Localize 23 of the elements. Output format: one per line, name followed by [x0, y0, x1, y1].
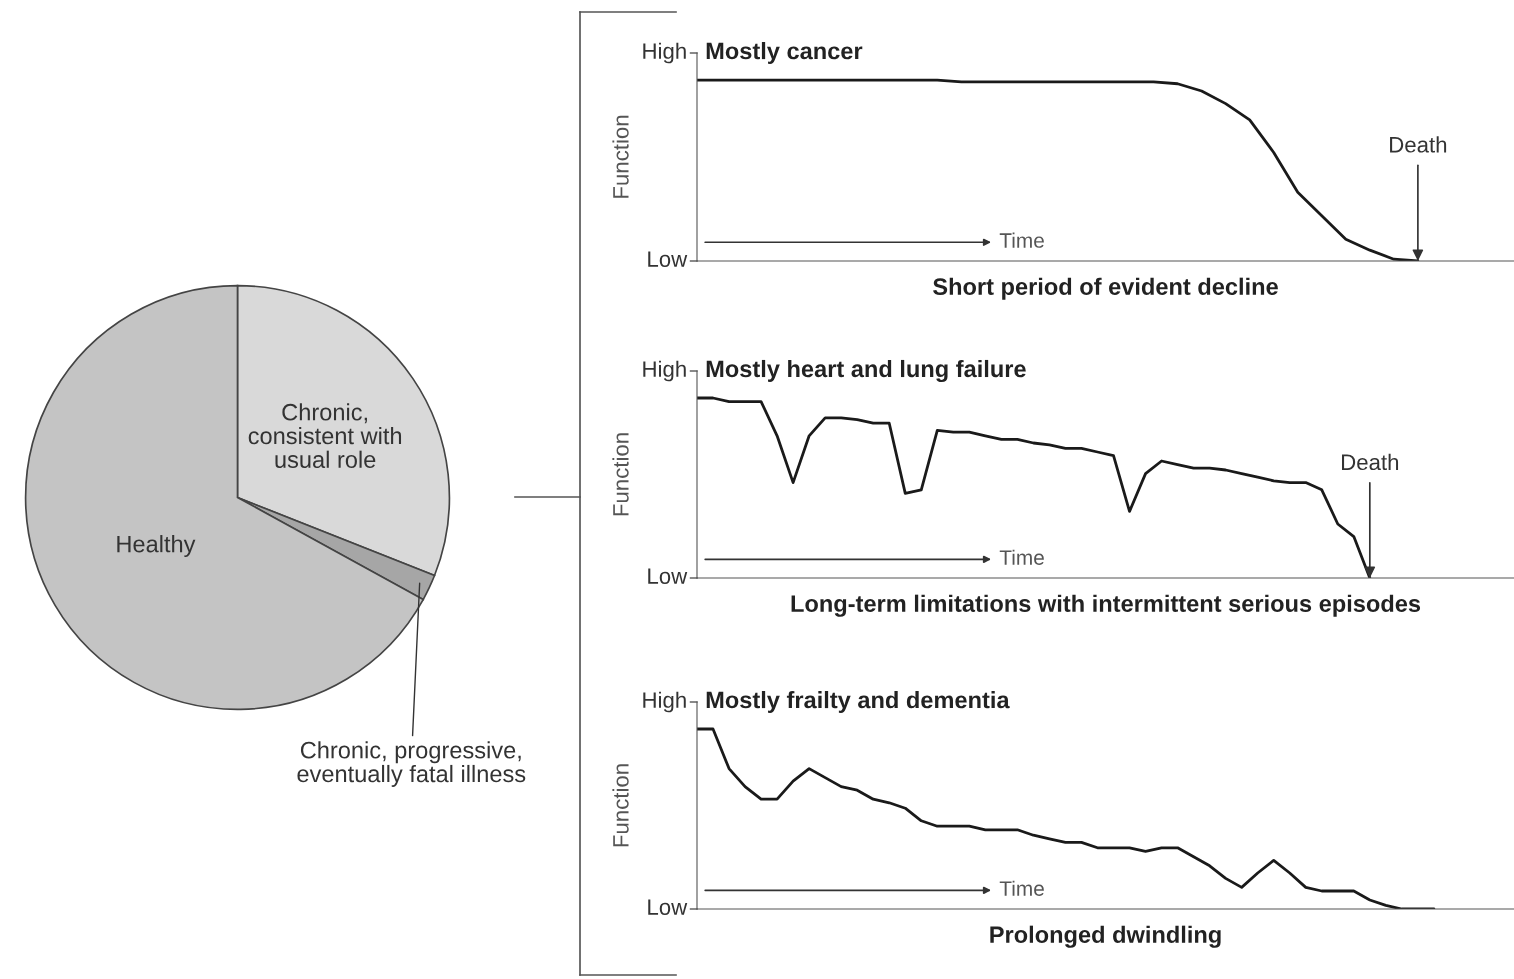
chart-title: Mostly cancer	[706, 42, 863, 64]
y-axis-title: Function	[612, 115, 629, 198]
slice-label: Healthy	[117, 535, 196, 558]
y-axis-title: Function	[612, 433, 629, 516]
x-axis-title: Prolonged dwindling	[990, 925, 1221, 948]
slice-label: Chronic, progressive, eventually fatal illness	[297, 741, 526, 787]
annotation: Death	[1342, 453, 1399, 471]
chart-title: Mostly heart and lung failure	[706, 359, 1026, 383]
text: High	[643, 360, 686, 382]
text: High	[643, 691, 686, 713]
text: Low	[648, 899, 688, 915]
chart-title: Mostly frailty and dementia	[706, 690, 1010, 714]
y-axis-title: Function	[612, 764, 629, 847]
annotation: Time	[999, 232, 1044, 248]
x-axis-title: Short period of evident decline	[933, 277, 1278, 300]
text: Low	[648, 568, 688, 584]
slice-label: Chronic, consistent with usual role	[248, 403, 402, 469]
text: High	[643, 42, 686, 64]
annotation: Time	[999, 549, 1044, 565]
text: Low	[648, 251, 688, 267]
x-axis-title: Long-term limitations with intermittent serious episodes	[791, 594, 1421, 617]
annotation: Time	[999, 880, 1044, 896]
annotation: Death	[1390, 136, 1447, 153]
